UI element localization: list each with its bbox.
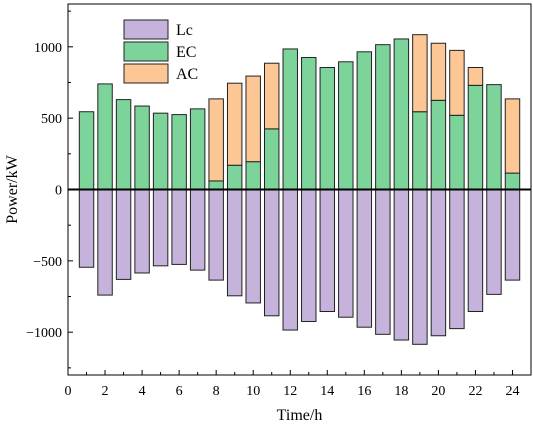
bar-lc-24 [504,189,521,281]
legend-label-ec: EC [176,44,196,61]
x-tick-label-0: 0 [65,384,72,399]
x-tick-label-2: 2 [102,384,109,399]
legend-swatch-ac [123,63,169,84]
x-tick-label-22: 22 [468,384,482,399]
x-tick-label-18: 18 [394,384,408,399]
bar-lc-12 [282,189,298,331]
bar-ec-3 [115,99,132,190]
bar-lc-10 [245,189,261,304]
bar-ac-11 [264,62,280,130]
legend-label-ac: AC [176,66,198,83]
bars [78,34,521,345]
y-tick-label-0: 0 [55,184,62,199]
bar-lc-3 [115,189,132,280]
bar-ec-12 [282,48,298,191]
y-tick-label-1000: 1000 [34,41,62,56]
bar-ec-6 [171,114,187,190]
bar-ec-23 [486,84,502,190]
bar-lc-18 [393,189,410,341]
bar-ec-2 [97,83,113,190]
bar-lc-23 [486,189,502,295]
bar-lc-5 [152,189,169,267]
bar-lc-11 [264,189,280,317]
bar-lc-20 [430,189,447,337]
bar-lc-13 [301,189,317,322]
x-tick-label-12: 12 [283,384,297,399]
bar-ec-1 [78,111,95,190]
bar-ec-24 [504,172,521,190]
bar-lc-2 [97,189,113,296]
bar-ac-20 [430,42,447,101]
bar-lc-6 [171,189,187,265]
legend-swatch-lc [123,19,169,40]
bar-ac-24 [504,98,521,174]
bar-ec-5 [152,112,169,190]
bar-ec-20 [430,99,447,190]
bar-lc-8 [208,189,224,281]
bar-ac-21 [449,49,465,116]
x-axis-label: Time/h [277,407,323,424]
bar-ec-8 [208,180,224,191]
bar-ac-10 [245,75,261,163]
bar-lc-15 [338,189,354,318]
y-tick-label-500: 500 [41,112,62,127]
bar-ec-13 [301,57,317,191]
bar-ac-8 [208,98,224,182]
bar-ec-4 [134,105,150,190]
bar-lc-22 [467,189,484,312]
bar-ec-10 [245,161,261,190]
bar-ec-9 [226,164,243,191]
bar-ac-22 [467,67,484,86]
x-tick-label-4: 4 [139,384,146,399]
x-tick-label-20: 20 [431,384,445,399]
bar-ec-18 [393,38,410,190]
bar-ac-19 [412,34,428,113]
x-tick-label-16: 16 [357,384,371,399]
y-tick-label--500: −500 [33,255,62,270]
bar-ec-15 [338,61,354,190]
bar-lc-4 [134,189,150,274]
bar-ec-22 [467,84,484,190]
bar-lc-21 [449,189,465,330]
bar-ac-9 [226,82,243,166]
x-tick-label-10: 10 [246,384,260,399]
bar-lc-1 [78,189,95,268]
y-tick-label--1000: −1000 [26,326,62,341]
legend: Lc EC AC [123,19,198,84]
y-axis-label: Power/kW [4,154,21,223]
x-tick-label-14: 14 [320,384,334,399]
legend-swatch-ec [123,41,169,62]
bar-lc-14 [319,189,336,312]
x-tick-label-6: 6 [176,384,183,399]
ticks [67,10,513,375]
x-tick-label-24: 24 [505,384,519,399]
bar-ec-17 [375,44,391,190]
bar-ec-19 [412,111,428,190]
bar-lc-19 [412,189,428,345]
bar-ec-7 [189,108,206,190]
bar-ec-21 [449,114,465,190]
bar-lc-7 [189,189,206,271]
bar-lc-16 [356,189,373,328]
legend-label-lc: Lc [176,22,193,39]
bar-lc-9 [226,189,243,297]
x-tick-label-8: 8 [213,384,220,399]
bar-lc-17 [375,189,391,335]
bar-ec-14 [319,67,336,190]
bar-ec-16 [356,51,373,190]
bar-ec-11 [264,128,280,190]
